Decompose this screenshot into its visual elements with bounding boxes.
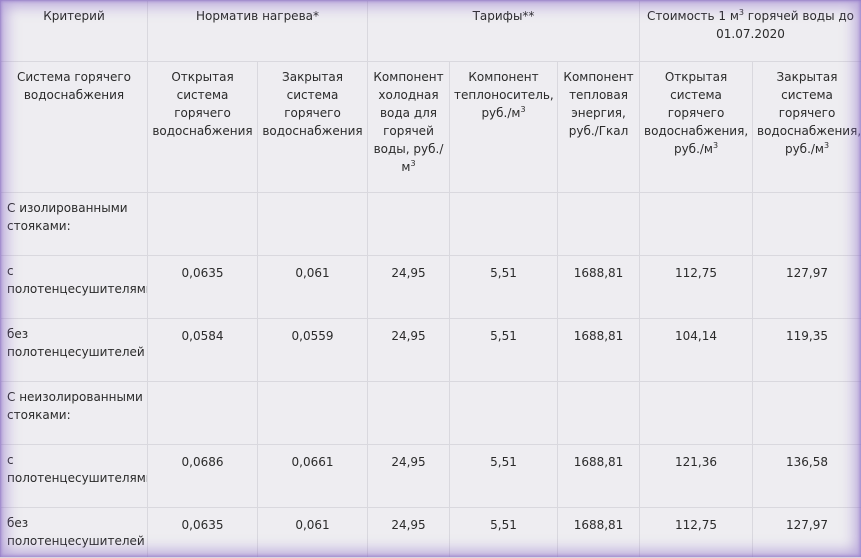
table-cell: 0,0635: [148, 256, 258, 319]
table-cell: 1688,81: [558, 445, 640, 508]
header-heat-carrier: Компонент теплоноситель, руб./м3: [450, 62, 558, 193]
table-cell: 0,061: [258, 256, 368, 319]
table-cell: [753, 382, 861, 445]
table-cell: [148, 382, 258, 445]
table-cell: 127,97: [753, 508, 861, 558]
table-cell: 1688,81: [558, 508, 640, 558]
table-cell: [368, 193, 450, 256]
table-cell: [558, 382, 640, 445]
table-cell: 5,51: [450, 319, 558, 382]
table-cell: [640, 193, 753, 256]
table-row: с полотенцесушителями 0,0686 0,0661 24,9…: [1, 445, 861, 508]
table-cell: [258, 382, 368, 445]
table-cell: 104,14: [640, 319, 753, 382]
table-row: без полотенцесушителей 0,0635 0,061 24,9…: [1, 508, 861, 558]
table-cell: 136,58: [753, 445, 861, 508]
table-cell: 5,51: [450, 508, 558, 558]
header-norm-open: Открытая система горячего водоснабжения: [148, 62, 258, 193]
header-cold-water: Компонент холодная вода для горячей воды…: [368, 62, 450, 193]
header-tariffs: Тарифы**: [368, 1, 640, 62]
row-label: без полотенцесушителей: [1, 319, 148, 382]
header-cost: Стоимость 1 м3 горячей воды до 01.07.202…: [640, 1, 861, 62]
table-cell: [450, 193, 558, 256]
table-cell: 24,95: [368, 256, 450, 319]
table-row: с полотенцесушителями 0,0635 0,061 24,95…: [1, 256, 861, 319]
table-cell: 112,75: [640, 508, 753, 558]
table-cell: 0,0635: [148, 508, 258, 558]
header-row-groups: Критерий Норматив нагрева* Тарифы** Стои…: [1, 1, 861, 62]
table-cell: [640, 382, 753, 445]
table-row: без полотенцесушителей 0,0584 0,0559 24,…: [1, 319, 861, 382]
table-cell: [558, 193, 640, 256]
table-cell: [450, 382, 558, 445]
header-heating-norm: Норматив нагрева*: [148, 1, 368, 62]
table-cell: [368, 382, 450, 445]
table-cell: 5,51: [450, 256, 558, 319]
row-label: С неизолированными стояками:: [1, 382, 148, 445]
table-cell: 1688,81: [558, 256, 640, 319]
table-cell: 5,51: [450, 445, 558, 508]
row-label: С изолированными стояками:: [1, 193, 148, 256]
row-label: с полотенцесушителями: [1, 256, 148, 319]
header-system: Система горячего водоснабжения: [1, 62, 148, 193]
table-row: С изолированными стояками:: [1, 193, 861, 256]
table-cell: 0,0584: [148, 319, 258, 382]
header-criterion: Критерий: [1, 1, 148, 62]
table-cell: 0,0686: [148, 445, 258, 508]
row-label: с полотенцесушителями: [1, 445, 148, 508]
table-cell: 24,95: [368, 319, 450, 382]
header-cost-open: Открытая система горячего водоснабжения,…: [640, 62, 753, 193]
table-cell: 112,75: [640, 256, 753, 319]
table-cell: 127,97: [753, 256, 861, 319]
table-cell: 24,95: [368, 508, 450, 558]
table-cell: [753, 193, 861, 256]
header-norm-closed: Закрытая система горячего водоснабжения: [258, 62, 368, 193]
table-cell: 121,36: [640, 445, 753, 508]
row-label: без полотенцесушителей: [1, 508, 148, 558]
header-cost-closed: Закрытая система горячего водоснабжения,…: [753, 62, 861, 193]
table-cell: 0,0661: [258, 445, 368, 508]
table-cell: 119,35: [753, 319, 861, 382]
table-cell: [148, 193, 258, 256]
table-cell: [258, 193, 368, 256]
table-cell: 24,95: [368, 445, 450, 508]
table-row: С неизолированными стояками:: [1, 382, 861, 445]
table-cell: 1688,81: [558, 319, 640, 382]
header-heat-energy: Компонент тепловая энергия, руб./Гкал: [558, 62, 640, 193]
table-cell: 0,061: [258, 508, 368, 558]
header-row-columns: Система горячего водоснабжения Открытая …: [1, 62, 861, 193]
table-cell: 0,0559: [258, 319, 368, 382]
